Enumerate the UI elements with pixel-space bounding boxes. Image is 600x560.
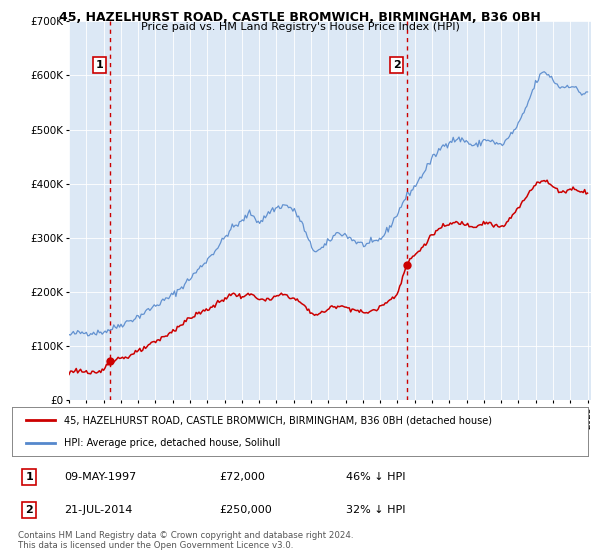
Text: Contains HM Land Registry data © Crown copyright and database right 2024.
This d: Contains HM Land Registry data © Crown c… [18, 531, 353, 550]
Text: 1: 1 [95, 60, 103, 70]
Text: 45, HAZELHURST ROAD, CASTLE BROMWICH, BIRMINGHAM, B36 0BH (detached house): 45, HAZELHURST ROAD, CASTLE BROMWICH, BI… [64, 416, 492, 426]
Text: HPI: Average price, detached house, Solihull: HPI: Average price, detached house, Soli… [64, 438, 280, 448]
Text: Price paid vs. HM Land Registry's House Price Index (HPI): Price paid vs. HM Land Registry's House … [140, 22, 460, 32]
Text: 32% ↓ HPI: 32% ↓ HPI [346, 505, 406, 515]
Text: 45, HAZELHURST ROAD, CASTLE BROMWICH, BIRMINGHAM, B36 0BH: 45, HAZELHURST ROAD, CASTLE BROMWICH, BI… [59, 11, 541, 24]
Text: 09-MAY-1997: 09-MAY-1997 [64, 472, 136, 482]
Text: £72,000: £72,000 [220, 472, 265, 482]
Text: 2: 2 [392, 60, 400, 70]
Text: 21-JUL-2014: 21-JUL-2014 [64, 505, 132, 515]
Text: 46% ↓ HPI: 46% ↓ HPI [346, 472, 406, 482]
Text: 1: 1 [25, 472, 33, 482]
Text: £250,000: £250,000 [220, 505, 272, 515]
Text: 2: 2 [25, 505, 33, 515]
